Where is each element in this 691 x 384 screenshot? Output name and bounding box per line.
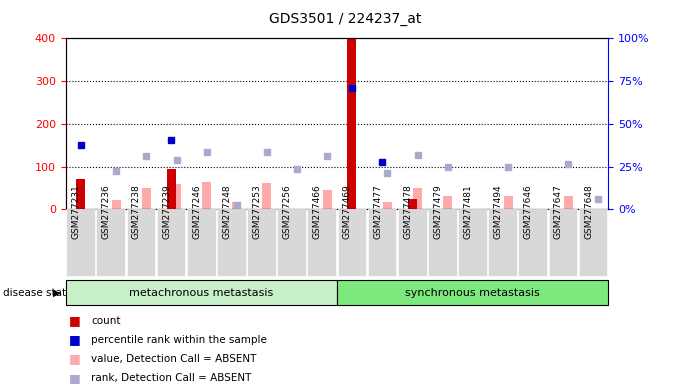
Bar <box>564 197 573 209</box>
Text: disease state: disease state <box>3 288 73 298</box>
Text: GSM277494: GSM277494 <box>493 184 502 238</box>
Text: GSM277253: GSM277253 <box>252 184 261 238</box>
Text: ▶: ▶ <box>53 288 60 298</box>
Text: GSM277248: GSM277248 <box>223 184 231 238</box>
Bar <box>504 197 513 209</box>
Text: GSM277469: GSM277469 <box>343 184 352 238</box>
Text: ■: ■ <box>69 314 81 327</box>
Bar <box>232 202 241 209</box>
Text: percentile rank within the sample: percentile rank within the sample <box>91 335 267 345</box>
Text: GSM277478: GSM277478 <box>404 184 413 238</box>
Bar <box>112 200 121 209</box>
Text: metachronous metastasis: metachronous metastasis <box>129 288 274 298</box>
Text: GSM277481: GSM277481 <box>464 184 473 238</box>
Text: GSM277648: GSM277648 <box>584 184 593 238</box>
Text: GSM277236: GSM277236 <box>102 184 111 238</box>
Bar <box>413 188 422 209</box>
Text: count: count <box>91 316 121 326</box>
Bar <box>167 169 176 209</box>
Text: GSM277647: GSM277647 <box>554 184 563 238</box>
Text: GSM277246: GSM277246 <box>192 184 201 238</box>
Text: ■: ■ <box>69 333 81 346</box>
Text: rank, Detection Call = ABSENT: rank, Detection Call = ABSENT <box>91 373 252 383</box>
Text: GSM277231: GSM277231 <box>72 184 81 238</box>
Bar <box>323 190 332 209</box>
Bar <box>142 188 151 209</box>
Text: value, Detection Call = ABSENT: value, Detection Call = ABSENT <box>91 354 256 364</box>
Bar <box>172 184 181 209</box>
Bar <box>263 183 272 209</box>
Bar <box>443 197 453 209</box>
Text: GSM277477: GSM277477 <box>373 184 382 238</box>
Text: GSM277466: GSM277466 <box>313 184 322 238</box>
Text: synchronous metastasis: synchronous metastasis <box>405 288 540 298</box>
Text: GSM277256: GSM277256 <box>283 184 292 238</box>
Bar <box>408 199 417 209</box>
Bar <box>76 179 85 209</box>
Bar <box>383 202 392 209</box>
Text: GSM277239: GSM277239 <box>162 184 171 238</box>
Text: GSM277479: GSM277479 <box>433 184 442 238</box>
Text: ■: ■ <box>69 353 81 366</box>
Text: GSM277646: GSM277646 <box>524 184 533 238</box>
Text: ■: ■ <box>69 372 81 384</box>
Text: GDS3501 / 224237_at: GDS3501 / 224237_at <box>269 12 422 25</box>
Text: GSM277238: GSM277238 <box>132 184 141 238</box>
Bar <box>348 38 357 209</box>
Bar <box>202 182 211 209</box>
